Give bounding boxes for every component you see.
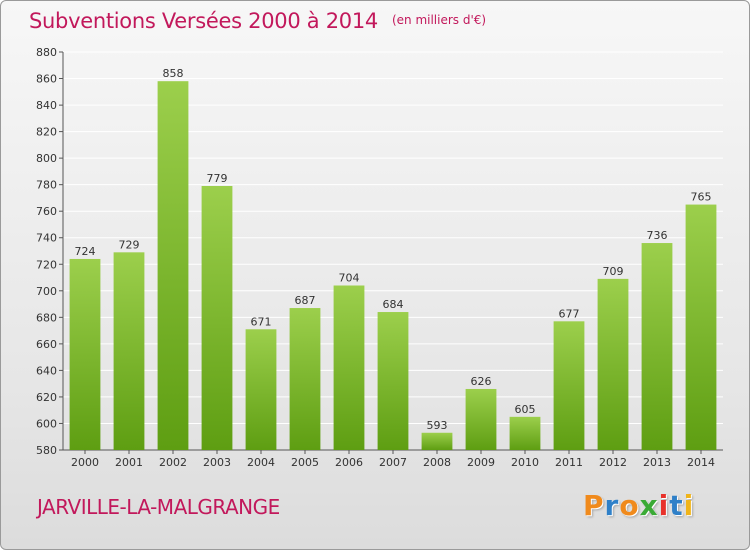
bar-value-label: 626 [471, 375, 492, 388]
bar [113, 252, 145, 450]
logo-letter: x [639, 489, 659, 522]
y-tick-label: 740 [36, 232, 57, 245]
y-tick-label: 820 [36, 126, 57, 139]
bar [201, 185, 233, 450]
y-tick-label: 700 [36, 285, 57, 298]
x-tick-label: 2006 [335, 456, 363, 469]
commune-name: JARVILLE-LA-MALGRANGE [37, 495, 280, 519]
title-line: Subventions Versées 2000 à 2014 (en milli… [29, 9, 486, 33]
y-tick-label: 660 [36, 338, 57, 351]
y-tick-label: 800 [36, 152, 57, 165]
x-tick-label: 2007 [379, 456, 407, 469]
bar-value-label: 724 [75, 245, 96, 258]
bar-value-label: 729 [119, 238, 140, 251]
bar [333, 285, 365, 450]
x-tick-label: 2013 [643, 456, 671, 469]
y-tick-label: 600 [36, 417, 57, 430]
bar-value-label: 593 [427, 419, 448, 432]
x-tick-label: 2012 [599, 456, 627, 469]
bar-value-label: 704 [339, 271, 360, 284]
x-tick-label: 2001 [115, 456, 143, 469]
y-tick-label: 840 [36, 99, 57, 112]
logo-letter: o [619, 489, 640, 522]
bar [421, 432, 453, 450]
bar-value-label: 671 [251, 315, 272, 328]
bar-value-label: 765 [691, 191, 712, 204]
x-tick-label: 2008 [423, 456, 451, 469]
y-tick-label: 860 [36, 73, 57, 86]
y-tick-label: 780 [36, 179, 57, 192]
x-tick-label: 2011 [555, 456, 583, 469]
y-tick-label: 640 [36, 364, 57, 377]
bar-value-label: 687 [295, 294, 316, 307]
x-tick-label: 2005 [291, 456, 319, 469]
bar [377, 312, 409, 450]
bar [641, 243, 673, 450]
bar-value-label: 677 [559, 307, 580, 320]
bar-value-label: 684 [383, 298, 404, 311]
logo-letter: i [658, 489, 670, 522]
x-tick-label: 2010 [511, 456, 539, 469]
bar-value-label: 605 [515, 403, 536, 416]
x-tick-label: 2014 [687, 456, 715, 469]
x-tick-label: 2004 [247, 456, 275, 469]
bar [69, 258, 101, 450]
chart-title: Subventions Versées 2000 à 2014 [29, 9, 378, 33]
proxiti-logo: Proxiti [583, 489, 694, 522]
logo-letter: i [683, 489, 695, 522]
logo-letter: P [583, 489, 605, 522]
bar [465, 388, 497, 450]
bar-value-label: 736 [647, 229, 668, 242]
bar [553, 321, 585, 450]
y-tick-label: 620 [36, 391, 57, 404]
chart-subtitle: (en milliers d'€) [391, 13, 487, 27]
bar [245, 329, 277, 450]
bar [509, 416, 541, 450]
y-tick-label: 880 [36, 46, 57, 59]
bar [597, 278, 629, 450]
bar-value-label: 779 [207, 172, 228, 185]
x-tick-label: 2002 [159, 456, 187, 469]
y-tick-label: 680 [36, 311, 57, 324]
logo-letter: t [669, 489, 684, 522]
x-tick-label: 2009 [467, 456, 495, 469]
y-tick-label: 580 [36, 444, 57, 457]
bar [289, 308, 321, 450]
x-tick-label: 2003 [203, 456, 231, 469]
logo-letter: r [604, 489, 620, 522]
bar [685, 204, 717, 450]
x-tick-label: 2000 [71, 456, 99, 469]
bar-value-label: 709 [603, 265, 624, 278]
y-tick-label: 720 [36, 258, 57, 271]
y-tick-label: 760 [36, 205, 57, 218]
bar [157, 81, 189, 450]
bar-value-label: 858 [163, 67, 184, 80]
